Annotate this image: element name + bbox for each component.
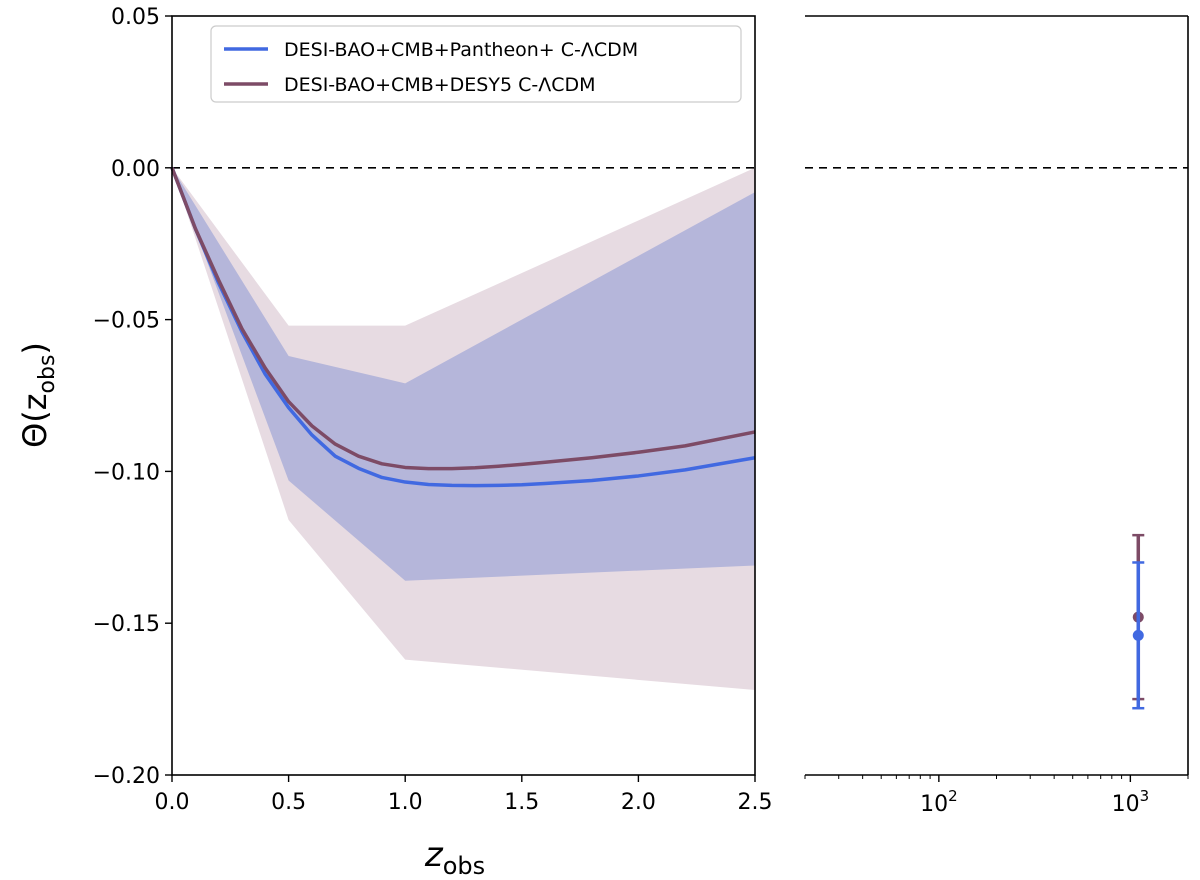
y-axis-title: Θ(zobs) [16,342,60,448]
x-log-tick-exponent: 2 [948,787,958,805]
x-log-tick-base: 10 [1112,792,1140,817]
series-line-1 [170,167,756,471]
legend-label-pantheon: DESI-BAO+CMB+Pantheon+ C-ΛCDM [284,39,638,61]
y-tick-label: −0.20 [93,764,160,789]
y-tick-label: 0.00 [111,157,160,182]
x-tick-label: 0.0 [155,790,190,815]
series-line-0 [170,167,756,488]
right-axes: 102 103 [804,15,1189,817]
x-tick-label: 2.5 [738,790,773,815]
right-panel: 102 103 [804,15,1189,817]
data-point-1 [1132,629,1144,641]
x-axis-title-subscript: obs [443,852,485,880]
y-axis-title-close: ) [16,342,54,354]
y-tick-label: 0.05 [111,5,160,30]
x-tick-label: 0.5 [271,790,306,815]
x-axis-title: zobs [424,835,485,880]
x-log-tick-exponent: 3 [1140,787,1150,805]
series-lines [170,167,756,488]
y-tick-label: −0.15 [93,612,160,637]
x-axis-title-main: z [424,835,444,875]
y-axis-title-main: Θ(z [16,393,54,447]
x-tick-label: 2.0 [621,790,656,815]
y-tick-label: −0.10 [93,460,160,485]
legend-frame [210,25,742,103]
y-tick-label: −0.05 [93,309,160,334]
x-log-tick-base: 10 [920,792,948,817]
right-points [1132,533,1145,710]
confidence-bands [172,167,755,690]
main-panel: 0.0 0.5 1.0 1.5 2.0 2.5 0.05 0.00 −0.05 −0.10 −0.1… [16,5,773,880]
main-axes: 0.0 0.5 1.0 1.5 2.0 2.5 0.05 0.00 −0.05 −0.10 −0.1… [93,5,773,815]
y-axis-title-subscript: obs [35,355,60,394]
x-tick-label: 1.0 [388,790,423,815]
legend-label-desy5: DESI-BAO+CMB+DESY5 C-ΛCDM [284,74,596,96]
x-log-tick-label: 102 [920,787,958,817]
main-plot-frame [171,15,756,776]
x-tick-label: 1.5 [504,790,539,815]
legend: DESI-BAO+CMB+Pantheon+ C-ΛCDM DESI-BAO+C… [210,25,742,103]
x-log-tick-label: 103 [1112,787,1150,817]
